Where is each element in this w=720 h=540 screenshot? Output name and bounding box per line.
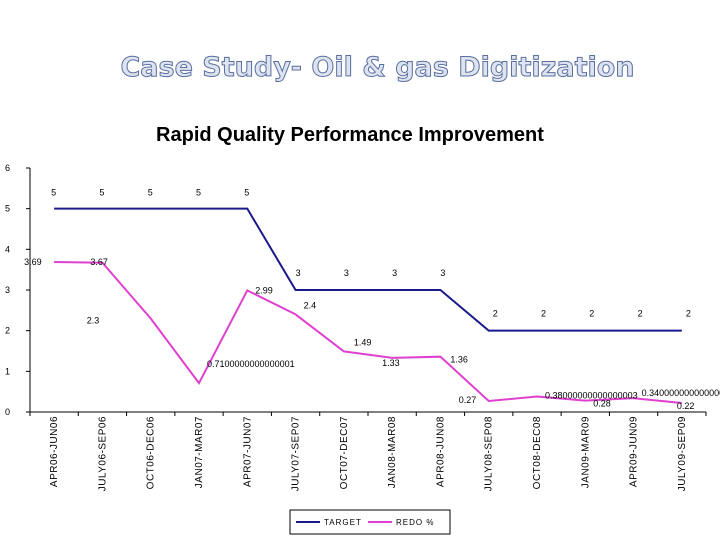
data-label: 0.38000000000000003: [545, 391, 638, 401]
data-label: 5: [244, 188, 249, 198]
x-tick-label: JAN07-MAR07: [194, 416, 205, 488]
data-label: 1.36: [450, 355, 468, 365]
x-tick-label: JULY08-SEP08: [484, 416, 495, 491]
x-tick-label: JAN09-MAR09: [580, 416, 591, 488]
data-label: 2.3: [87, 315, 100, 325]
data-label: 3: [296, 268, 301, 278]
x-tick-label: APR07-JUN07: [242, 416, 253, 487]
legend-label-redo: REDO %: [396, 518, 434, 527]
x-tick-label: APR09-JUN09: [629, 416, 640, 487]
data-label: 0.28: [593, 399, 611, 409]
y-tick-label: 0: [5, 407, 10, 417]
y-tick-label: 6: [5, 163, 10, 173]
x-tick-label: OCT07-DEC07: [339, 416, 350, 489]
y-tick-label: 2: [5, 326, 10, 336]
y-tick-label: 1: [5, 366, 10, 376]
data-label: 0.27: [459, 395, 477, 405]
data-label: 2: [638, 309, 643, 319]
y-tick-label: 3: [5, 285, 10, 295]
x-tick-label: OCT06-DEC06: [146, 416, 157, 489]
y-tick-label: 5: [5, 204, 10, 214]
chart-title: Rapid Quality Performance Improvement: [156, 124, 544, 146]
x-tick-label: JAN08-MAR08: [387, 416, 398, 488]
series-line-redo: [54, 260, 682, 405]
x-tick-label: APR06-JUN06: [49, 416, 60, 487]
data-label: 3: [344, 268, 349, 278]
legend-label-target: TARGET: [324, 518, 362, 527]
series-line-target: [54, 207, 682, 332]
data-label: 2.4: [304, 300, 317, 310]
data-label: 3: [392, 268, 397, 278]
data-label: 5: [51, 188, 56, 198]
data-label: 3.69: [24, 257, 42, 267]
data-label: 0.7100000000000001: [207, 359, 295, 369]
data-label: 3.67: [90, 257, 108, 267]
data-label: 5: [99, 188, 104, 198]
x-tick-label: JULY06-SEP06: [97, 416, 108, 491]
data-label: 2: [493, 309, 498, 319]
x-tick-label: JULY07-SEP07: [291, 416, 302, 491]
y-tick-label: 4: [5, 244, 10, 254]
x-tick-label: APR08-JUN08: [435, 416, 446, 487]
data-label: 2: [686, 309, 691, 319]
data-label: 2: [589, 309, 594, 319]
data-label: 3: [440, 268, 445, 278]
data-label: 1.49: [354, 337, 372, 347]
data-label: 5: [148, 188, 153, 198]
x-tick-label: JULY09-SEP09: [677, 416, 688, 491]
data-label: 2: [541, 309, 546, 319]
x-tick-label: OCT08-DEC08: [532, 416, 543, 489]
data-label: 0.34000000000000002: [642, 388, 720, 398]
data-label: 0.22: [677, 401, 695, 411]
data-label: 2.99: [255, 285, 273, 295]
data-label: 5: [196, 188, 201, 198]
slide-title: Case Study- Oil & gas Digitization: [120, 52, 635, 84]
data-label: 1.33: [382, 358, 400, 368]
